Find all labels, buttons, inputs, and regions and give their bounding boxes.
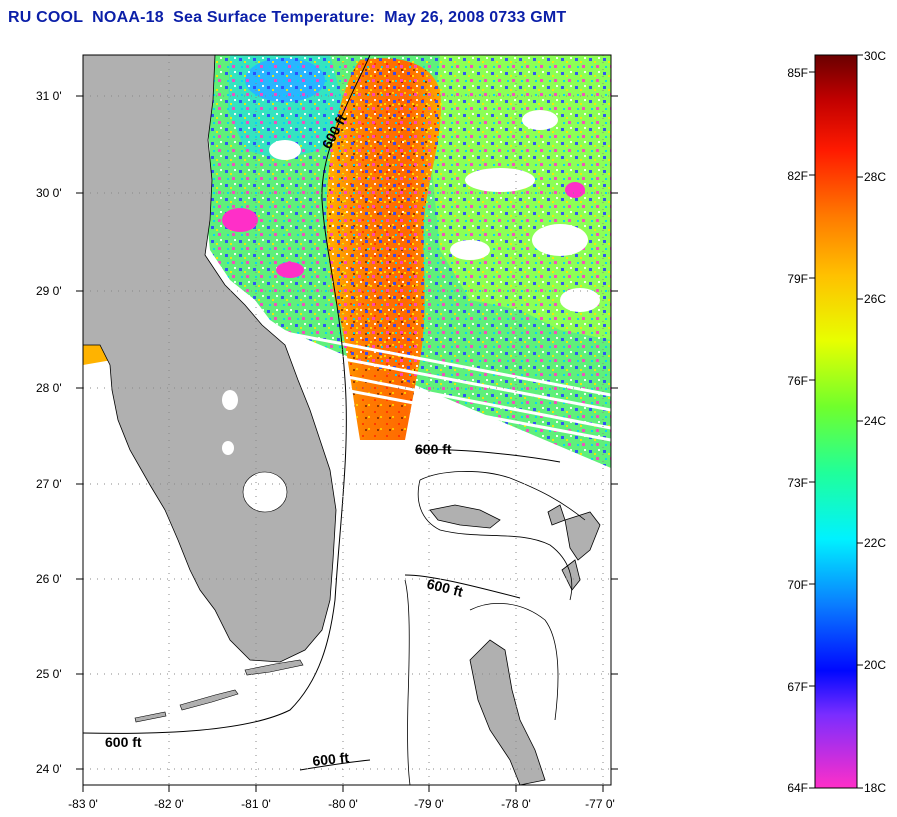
lat-label-28: 28 0' — [36, 381, 62, 395]
colorbar-f-82: 82F — [787, 169, 808, 183]
lat-label-24: 24 0' — [36, 762, 62, 776]
colorbar-f-70: 70F — [787, 578, 808, 592]
colorbar-c-30: 30C — [864, 49, 886, 63]
colorbar: 85F 82F 79F 76F 73F 70F 67F 64F 30C 28C … — [787, 49, 886, 795]
map-area — [83, 55, 611, 785]
lat-label-29: 29 0' — [36, 284, 62, 298]
colorbar-c-26: 26C — [864, 292, 886, 306]
lat-label-31: 31 0' — [36, 89, 62, 103]
colorbar-c-22: 22C — [864, 536, 886, 550]
lon-label-78: -78 0' — [501, 797, 531, 811]
lon-label-81: -81 0' — [241, 797, 271, 811]
map-frame — [82, 54, 612, 786]
bahamas-land — [429, 504, 601, 785]
lon-label-77: -77 0' — [585, 797, 615, 811]
bank-outlines — [404, 471, 586, 785]
lon-ticks — [82, 785, 604, 792]
lat-label-27: 27 0' — [36, 477, 62, 491]
colorbar-f-67: 67F — [787, 680, 808, 694]
colorbar-gradient — [814, 54, 858, 789]
lon-label-79: -79 0' — [414, 797, 444, 811]
lat-ticks — [76, 95, 618, 770]
lat-label-26: 26 0' — [36, 572, 62, 586]
colorbar-f-79: 79F — [787, 272, 808, 286]
lon-label-82: -82 0' — [154, 797, 184, 811]
colorbar-f-73: 73F — [787, 476, 808, 490]
isobath-600ft — [83, 55, 561, 771]
contour-label-keys-west: 600 ft — [105, 734, 142, 750]
inland-lake-2 — [222, 441, 234, 455]
colorbar-f-64: 64F — [787, 781, 808, 795]
cool-cloud-edge-pixels — [222, 182, 585, 278]
lat-label-25: 25 0' — [36, 667, 62, 681]
colorbar-f-76: 76F — [787, 374, 808, 388]
lon-label-83: -83 0' — [68, 797, 98, 811]
colorbar-f-85: 85F — [787, 66, 808, 80]
cloud-gaps — [269, 110, 600, 312]
colorbar-ticks — [809, 54, 863, 789]
map-title: RU COOL NOAA-18 Sea Surface Temperature:… — [8, 9, 567, 26]
colorbar-c-20: 20C — [864, 658, 886, 672]
lon-label-80: -80 0' — [328, 797, 358, 811]
colorbar-c-24: 24C — [864, 414, 886, 428]
contour-label-south: 600 ft — [312, 749, 350, 769]
inland-lake — [222, 390, 238, 410]
florida-keys — [134, 659, 304, 723]
swath-gap-stripes — [83, 296, 611, 442]
colorbar-c-28: 28C — [864, 170, 886, 184]
contour-label-bahamas-north: 600 ft — [415, 441, 452, 457]
lake-okeechobee — [242, 471, 288, 513]
lat-label-30: 30 0' — [36, 186, 62, 200]
lat-lon-grid — [83, 55, 611, 785]
colorbar-c-18: 18C — [864, 781, 886, 795]
sst-speckle-texture — [205, 55, 611, 468]
